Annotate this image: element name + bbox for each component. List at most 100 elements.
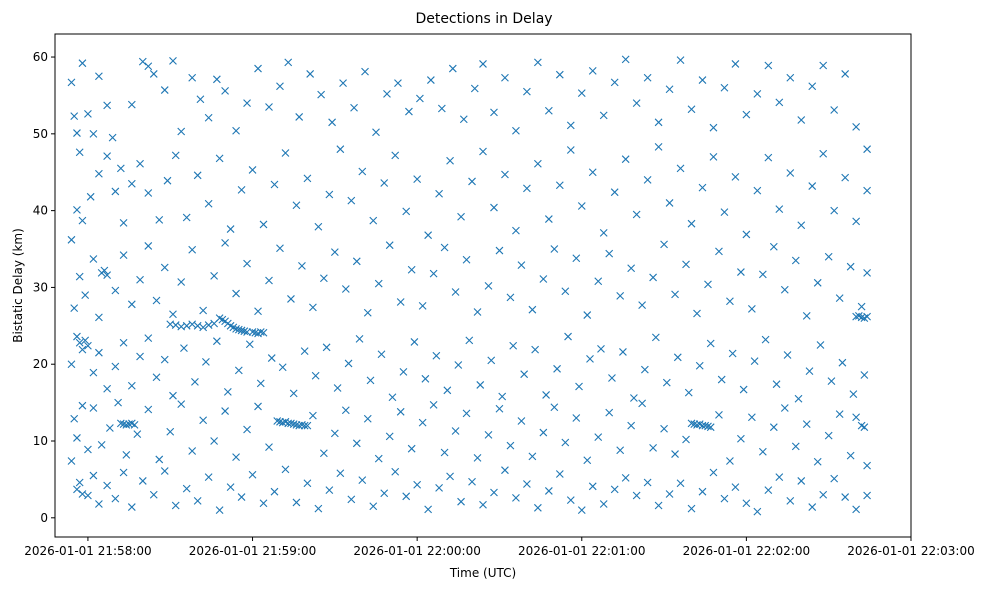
- data-point: [199, 323, 208, 332]
- data-point: [676, 56, 685, 64]
- data-point: [780, 404, 789, 412]
- data-point: [199, 306, 208, 315]
- data-point: [89, 471, 98, 480]
- data-point: [75, 148, 84, 157]
- data-point: [325, 486, 334, 495]
- data-point: [292, 201, 301, 210]
- data-point: [295, 421, 304, 430]
- data-point: [341, 285, 350, 293]
- data-point: [429, 269, 438, 278]
- data-point: [572, 254, 581, 263]
- data-point: [797, 221, 806, 230]
- data-point: [550, 245, 559, 253]
- data-point: [103, 101, 112, 110]
- data-point: [114, 398, 122, 407]
- data-point: [350, 103, 358, 112]
- data-point: [78, 345, 87, 354]
- data-point: [81, 291, 90, 299]
- data-point: [490, 108, 498, 117]
- data-point: [566, 146, 575, 154]
- data-point: [248, 328, 257, 336]
- data-point: [621, 55, 630, 64]
- data-point: [221, 86, 229, 95]
- data-point: [276, 417, 284, 426]
- data-point: [212, 337, 221, 346]
- data-point: [103, 152, 112, 160]
- data-point: [78, 490, 87, 498]
- data-point: [512, 226, 520, 235]
- data-point: [671, 290, 679, 299]
- data-point: [84, 341, 92, 350]
- data-point: [89, 368, 98, 377]
- data-point: [698, 183, 707, 192]
- data-point: [402, 492, 411, 501]
- y-tick-label: 50: [33, 127, 48, 141]
- data-point: [70, 112, 79, 121]
- x-axis-label: Time (UTC): [449, 566, 516, 580]
- data-point: [676, 164, 685, 173]
- data-point: [119, 338, 128, 347]
- data-point: [709, 123, 718, 132]
- data-point: [182, 213, 191, 222]
- data-point: [753, 507, 762, 516]
- data-point: [237, 186, 246, 194]
- data-point: [278, 363, 287, 372]
- x-tick-label: 2026-01-01 22:02:00: [683, 544, 810, 558]
- data-point: [533, 503, 542, 512]
- data-point: [259, 220, 268, 229]
- data-point: [693, 309, 701, 318]
- data-point: [391, 467, 400, 476]
- data-point: [138, 57, 147, 66]
- data-point: [136, 352, 144, 361]
- x-tick-label: 2026-01-01 22:03:00: [847, 544, 974, 558]
- data-point: [610, 485, 619, 494]
- data-point: [704, 280, 712, 289]
- data-point: [243, 328, 251, 336]
- data-point: [383, 90, 391, 98]
- data-point: [73, 129, 81, 137]
- data-point: [144, 242, 153, 250]
- data-point: [155, 215, 164, 224]
- data-point: [119, 219, 128, 227]
- data-point: [509, 341, 518, 350]
- data-point: [322, 343, 331, 352]
- data-point: [73, 485, 81, 494]
- data-point: [363, 308, 372, 317]
- data-point: [813, 457, 822, 466]
- data-point: [270, 487, 279, 496]
- y-axis-ticks: 0 10 20 30 40 50 60: [33, 50, 55, 525]
- data-point: [127, 381, 136, 390]
- data-point: [435, 189, 443, 198]
- data-point: [385, 432, 394, 441]
- data-point: [97, 440, 106, 449]
- data-point: [542, 391, 550, 399]
- data-point: [281, 465, 290, 474]
- data-point: [344, 359, 353, 368]
- data-point: [84, 109, 92, 118]
- data-point: [805, 367, 814, 376]
- data-point: [193, 171, 202, 180]
- data-point: [180, 344, 188, 352]
- data-point: [846, 451, 855, 460]
- data-point: [824, 252, 833, 261]
- data-point: [70, 414, 79, 423]
- data-point: [418, 418, 427, 427]
- data-point: [523, 87, 531, 96]
- data-point: [715, 411, 723, 419]
- data-point: [204, 199, 213, 208]
- data-point: [640, 365, 649, 374]
- data-point: [289, 389, 298, 398]
- data-point: [105, 424, 114, 432]
- data-point: [819, 490, 828, 499]
- data-point: [352, 257, 361, 266]
- data-point: [347, 495, 356, 504]
- data-point: [303, 421, 312, 430]
- data-point: [149, 70, 158, 78]
- data-point: [791, 256, 800, 265]
- data-point: [632, 491, 641, 500]
- data-point: [160, 355, 169, 364]
- data-point: [144, 62, 153, 71]
- data-point: [435, 483, 443, 492]
- data-point: [369, 502, 378, 511]
